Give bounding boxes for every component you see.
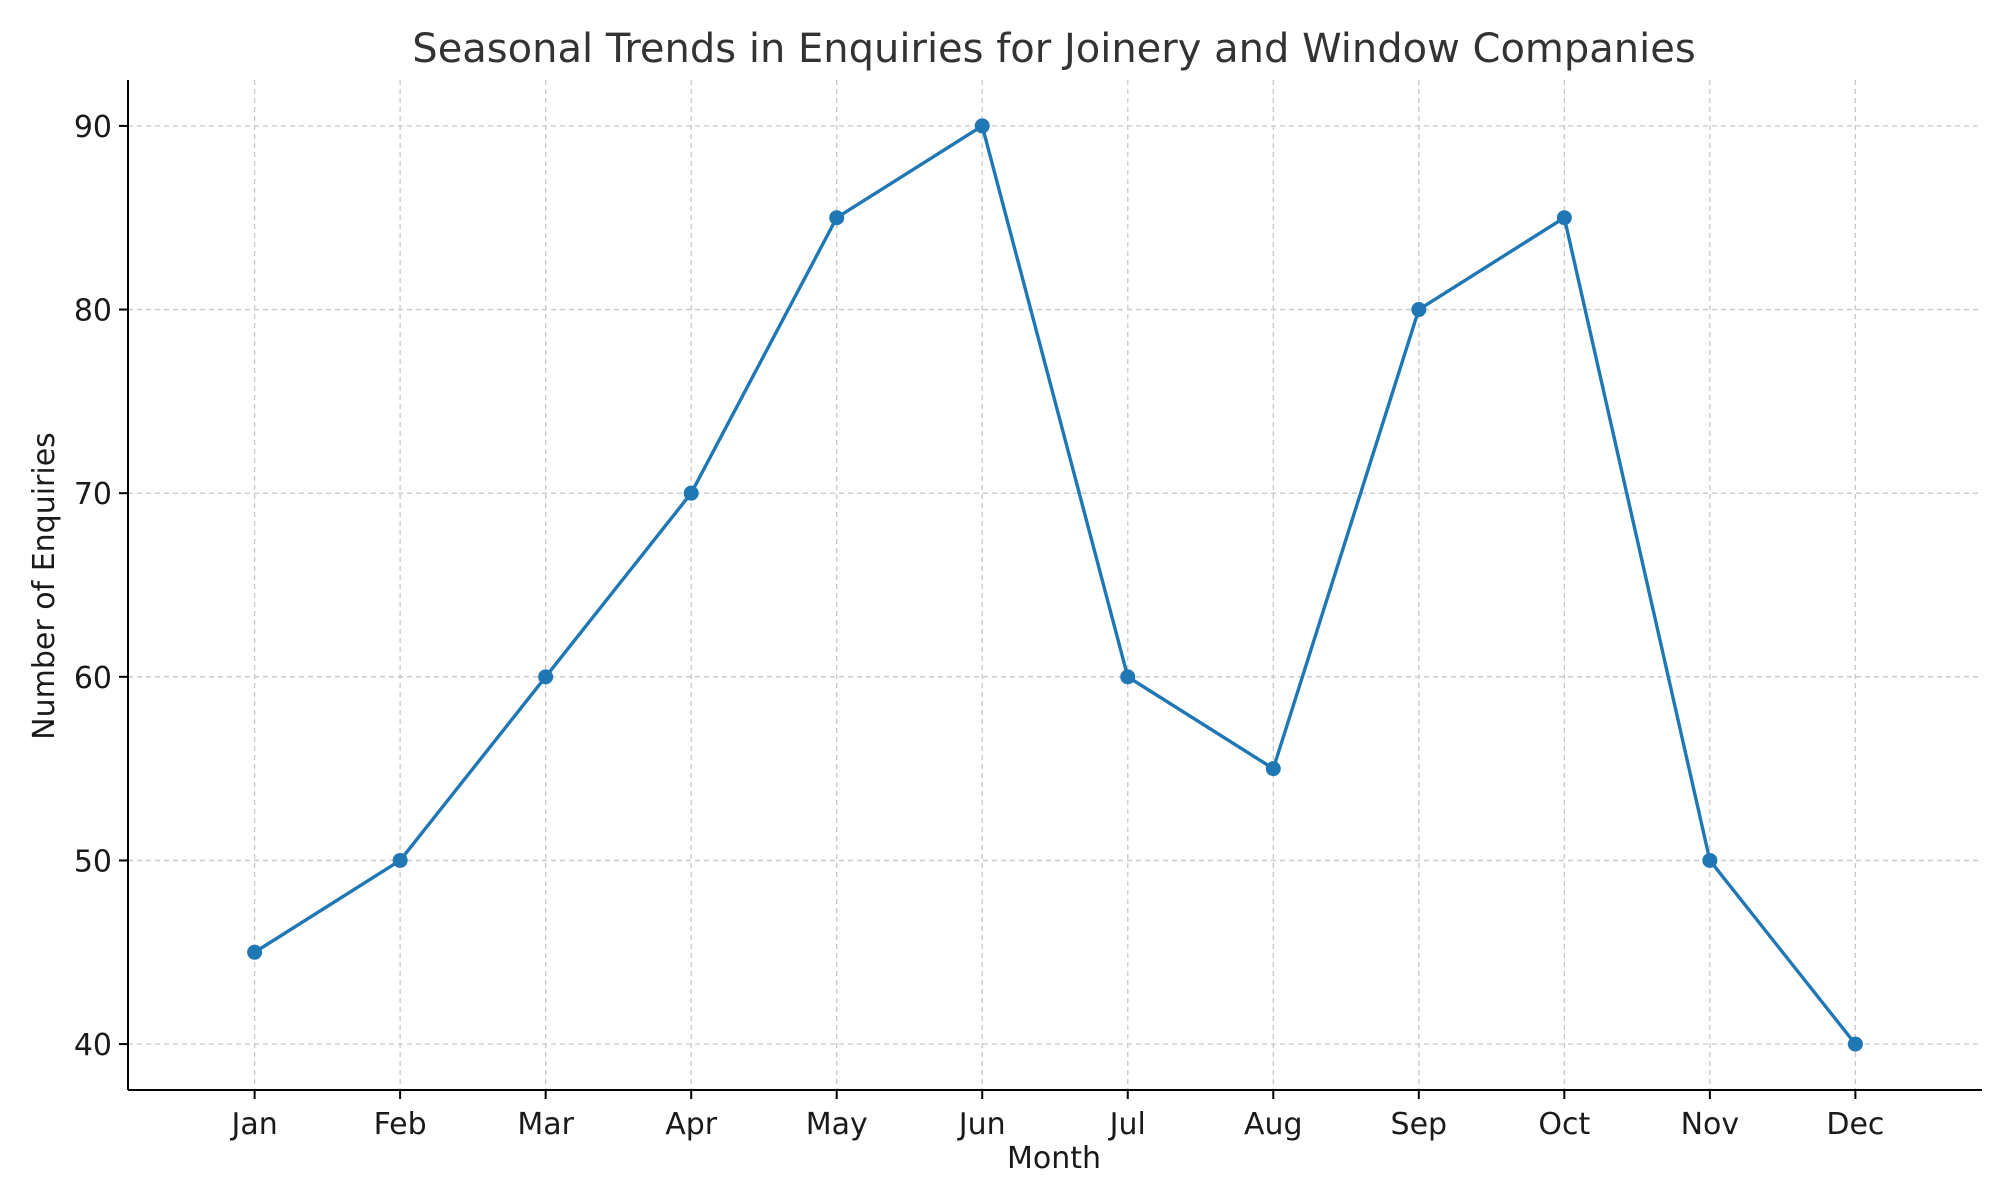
series-line <box>253 124 1857 1046</box>
chart-title: Seasonal Trends in Enquiries for Joinery… <box>412 26 1695 72</box>
grid <box>128 80 1982 1090</box>
axes <box>127 80 1982 1091</box>
x-tick-label: Feb <box>374 1107 427 1142</box>
y-tick-label: 90 <box>74 110 112 145</box>
x-tick-label: Jan <box>229 1107 277 1142</box>
y-tick-label: 50 <box>74 844 112 879</box>
data-point-marker <box>1702 852 1718 868</box>
data-point-marker <box>247 944 263 960</box>
x-tick-label: Jun <box>957 1107 1006 1142</box>
y-tick-label: 60 <box>74 661 112 696</box>
x-tick-label: Nov <box>1681 1107 1740 1142</box>
data-point-marker <box>1120 669 1136 685</box>
x-tick-label: May <box>806 1107 868 1142</box>
x-axis-ticks: Jan Feb Mar Apr May Jun Jul Aug Sep Oct Nov Dec <box>229 1090 1884 1142</box>
y-tick-label: 80 <box>74 294 112 329</box>
x-tick-label: Apr <box>665 1107 718 1142</box>
data-point-marker <box>538 669 554 685</box>
y-axis-ticks: 40 50 60 70 80 90 <box>74 110 128 1063</box>
y-axis-title: Number of Enquiries <box>27 432 62 740</box>
data-point-marker <box>1556 210 1572 226</box>
data-point-marker <box>1411 302 1427 318</box>
y-tick-label: 40 <box>74 1028 112 1063</box>
x-tick-label: Mar <box>517 1107 574 1142</box>
data-point-marker <box>829 210 845 226</box>
data-point-marker <box>974 118 990 134</box>
x-axis-title: Month <box>1007 1141 1101 1176</box>
data-point-marker <box>392 852 408 868</box>
data-point-marker <box>1847 1036 1863 1052</box>
y-tick-label: 70 <box>74 477 112 512</box>
data-point-marker <box>683 485 699 501</box>
series-layer <box>247 118 1863 1052</box>
x-tick-label: Jul <box>1108 1107 1146 1142</box>
x-tick-label: Aug <box>1244 1107 1303 1142</box>
x-tick-label: Oct <box>1538 1107 1590 1142</box>
data-point-marker <box>1265 761 1281 777</box>
x-tick-label: Dec <box>1826 1107 1884 1142</box>
x-tick-label: Sep <box>1391 1107 1448 1142</box>
